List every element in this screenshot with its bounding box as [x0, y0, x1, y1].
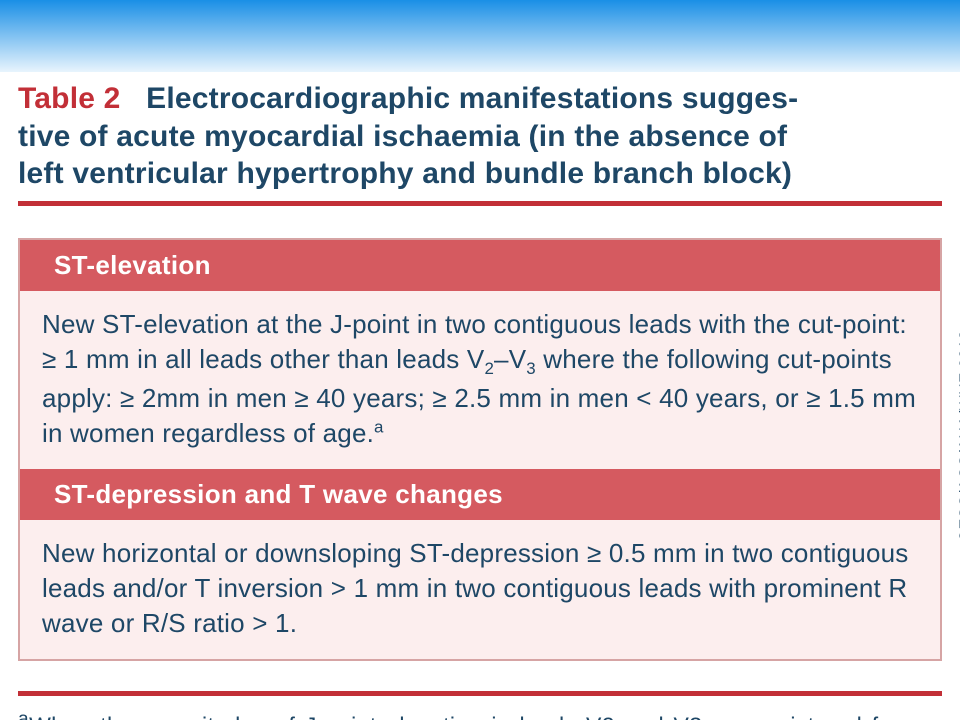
section-header-st-depression: ST-depression and T wave changes	[20, 469, 940, 520]
section-header-st-elevation: ST-elevation	[20, 240, 940, 291]
table-caption: Table 2 Electrocardiographic manifestati…	[18, 80, 942, 193]
slide: Table 2 Electrocardiographic manifestati…	[0, 0, 960, 720]
top-gradient-bar	[0, 0, 960, 72]
caption-line-1: Electrocardiographic manifestations sugg…	[146, 82, 798, 115]
section-body-st-elevation: New ST-elevation at the J-point in two c…	[20, 291, 940, 469]
content-area: Table 2 Electrocardiographic manifestati…	[0, 72, 960, 720]
rule-top	[18, 201, 942, 206]
footnote: aWhen the magnitudes of J-point elevatio…	[18, 706, 942, 720]
rule-bottom	[18, 691, 942, 696]
caption-line-2: tive of acute myocardial ischaemia (in t…	[18, 120, 787, 153]
caption-label: Table 2	[18, 82, 121, 115]
caption-line-3: left ventricular hypertrophy and bundle …	[18, 157, 792, 190]
section-body-st-depression: New horizontal or downsloping ST-depress…	[20, 520, 940, 659]
manifestations-table: ST-elevation New ST-elevation at the J-p…	[18, 238, 942, 662]
